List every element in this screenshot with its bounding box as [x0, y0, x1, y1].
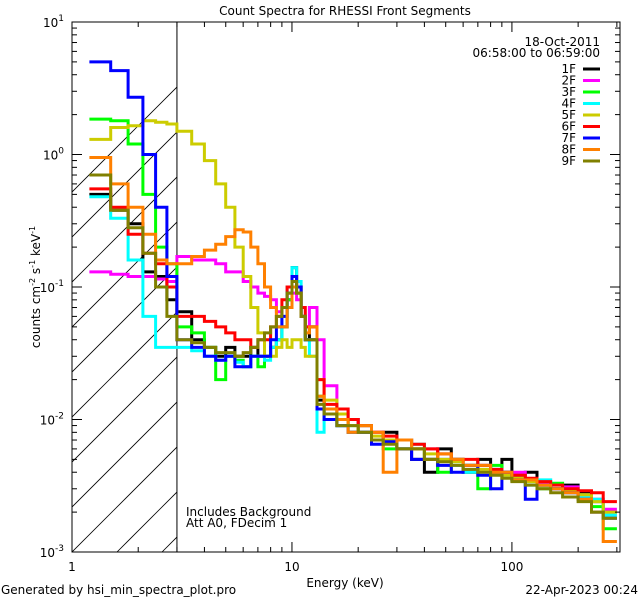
hatch-line: [72, 86, 177, 193]
legend-label-9f: 9F: [561, 154, 576, 168]
footer-generated-by: Generated by hsi_min_spectra_plot.pro: [1, 583, 236, 597]
legend-label-4f: 4F: [561, 97, 576, 111]
x-tick-label: 10: [284, 560, 299, 574]
hatch-line: [72, 446, 177, 552]
y-tick-label: 101: [43, 14, 64, 30]
hatch-line: [522, 22, 640, 552]
footer-timestamp: 22-Apr-2023 00:24: [525, 583, 638, 597]
y-axis-label: counts cm-2 s-1 keV-1: [28, 226, 43, 348]
y-tick-label: 10-2: [40, 412, 64, 428]
x-tick-label: 100: [500, 560, 523, 574]
legend-time-range: 06:58:00 to 06:59:00: [473, 46, 600, 60]
annotation-attenuator: Att A0, FDecim 1: [186, 516, 287, 530]
x-axis-label: Energy (keV): [306, 576, 383, 590]
hatch-line: [567, 22, 640, 552]
legend-label-7f: 7F: [561, 131, 576, 145]
x-tick-label: 1: [68, 560, 76, 574]
hatch-line: [72, 401, 177, 508]
series-6f: [89, 187, 617, 504]
legend-date: 18-Oct-2011: [524, 35, 600, 49]
y-tick-label: 10-3: [40, 544, 64, 560]
series-9f: [89, 173, 617, 520]
series-1f: [89, 192, 617, 514]
series-7f: [89, 60, 617, 520]
legend-label-3f: 3F: [561, 85, 576, 99]
y-tick-label: 100: [43, 147, 64, 163]
chart-title: Count Spectra for RHESSI Front Segments: [219, 4, 471, 18]
hatch-line: [72, 221, 177, 328]
legend-label-5f: 5F: [561, 108, 576, 122]
y-tick-label: 10-1: [40, 279, 64, 295]
annotation-background: Includes Background: [186, 505, 311, 519]
hatched-region: [72, 22, 640, 552]
legend-label-6f: 6F: [561, 120, 576, 134]
series-4f: [89, 195, 617, 517]
legend-label-8f: 8F: [561, 143, 576, 157]
series-3f: [89, 117, 617, 531]
legend-label-1f: 1F: [561, 62, 576, 76]
legend-label-2f: 2F: [561, 74, 576, 88]
series-8f: [89, 156, 617, 543]
